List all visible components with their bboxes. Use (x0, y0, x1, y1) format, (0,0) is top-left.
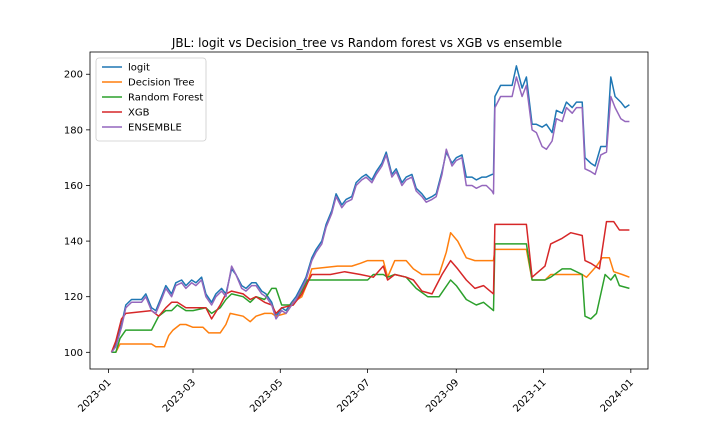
legend-label: ENSEMBLE (128, 123, 182, 134)
legend-box (95, 57, 207, 142)
y-tick-label: 180 (64, 125, 83, 136)
y-axis: 100 120 140 160 180 200 (64, 70, 90, 359)
x-tick-label: 2023-09 (424, 377, 461, 414)
series-line-xgb (110, 220, 630, 353)
y-tick-label: 200 (64, 70, 83, 81)
x-tick-label: 2023-05 (248, 377, 285, 414)
legend-label: XGB (128, 108, 150, 119)
x-tick-label: 2024-01 (599, 377, 636, 414)
series-line-ensemble (110, 76, 630, 353)
y-tick-label: 120 (64, 292, 83, 303)
series-line-random-forest (111, 243, 630, 354)
x-tick-label: 2023-07 (335, 377, 372, 414)
x-tick-label: 2023-11 (511, 377, 548, 414)
legend-label: Decision Tree (128, 78, 195, 89)
y-tick-label: 140 (64, 237, 83, 248)
legend: logit Decision Tree Random Forest XGB ENSEMB… (95, 57, 207, 142)
chart-title: JBL: logit vs Decision_tree vs Random fo… (171, 36, 562, 50)
x-tick-label: 2023-01 (76, 377, 113, 414)
x-axis: 2023-01 2023-03 2023-05 2023-07 2023-09 2023-… (76, 369, 636, 415)
legend-label: logit (128, 63, 150, 74)
series-line-decision-tree (111, 231, 630, 354)
y-tick-label: 100 (64, 348, 83, 359)
plot-frame (89, 51, 649, 370)
x-tick-label: 2023-03 (161, 377, 198, 414)
plot-lines (110, 65, 630, 354)
legend-label: Random Forest (128, 93, 203, 104)
y-tick-label: 160 (64, 181, 83, 192)
